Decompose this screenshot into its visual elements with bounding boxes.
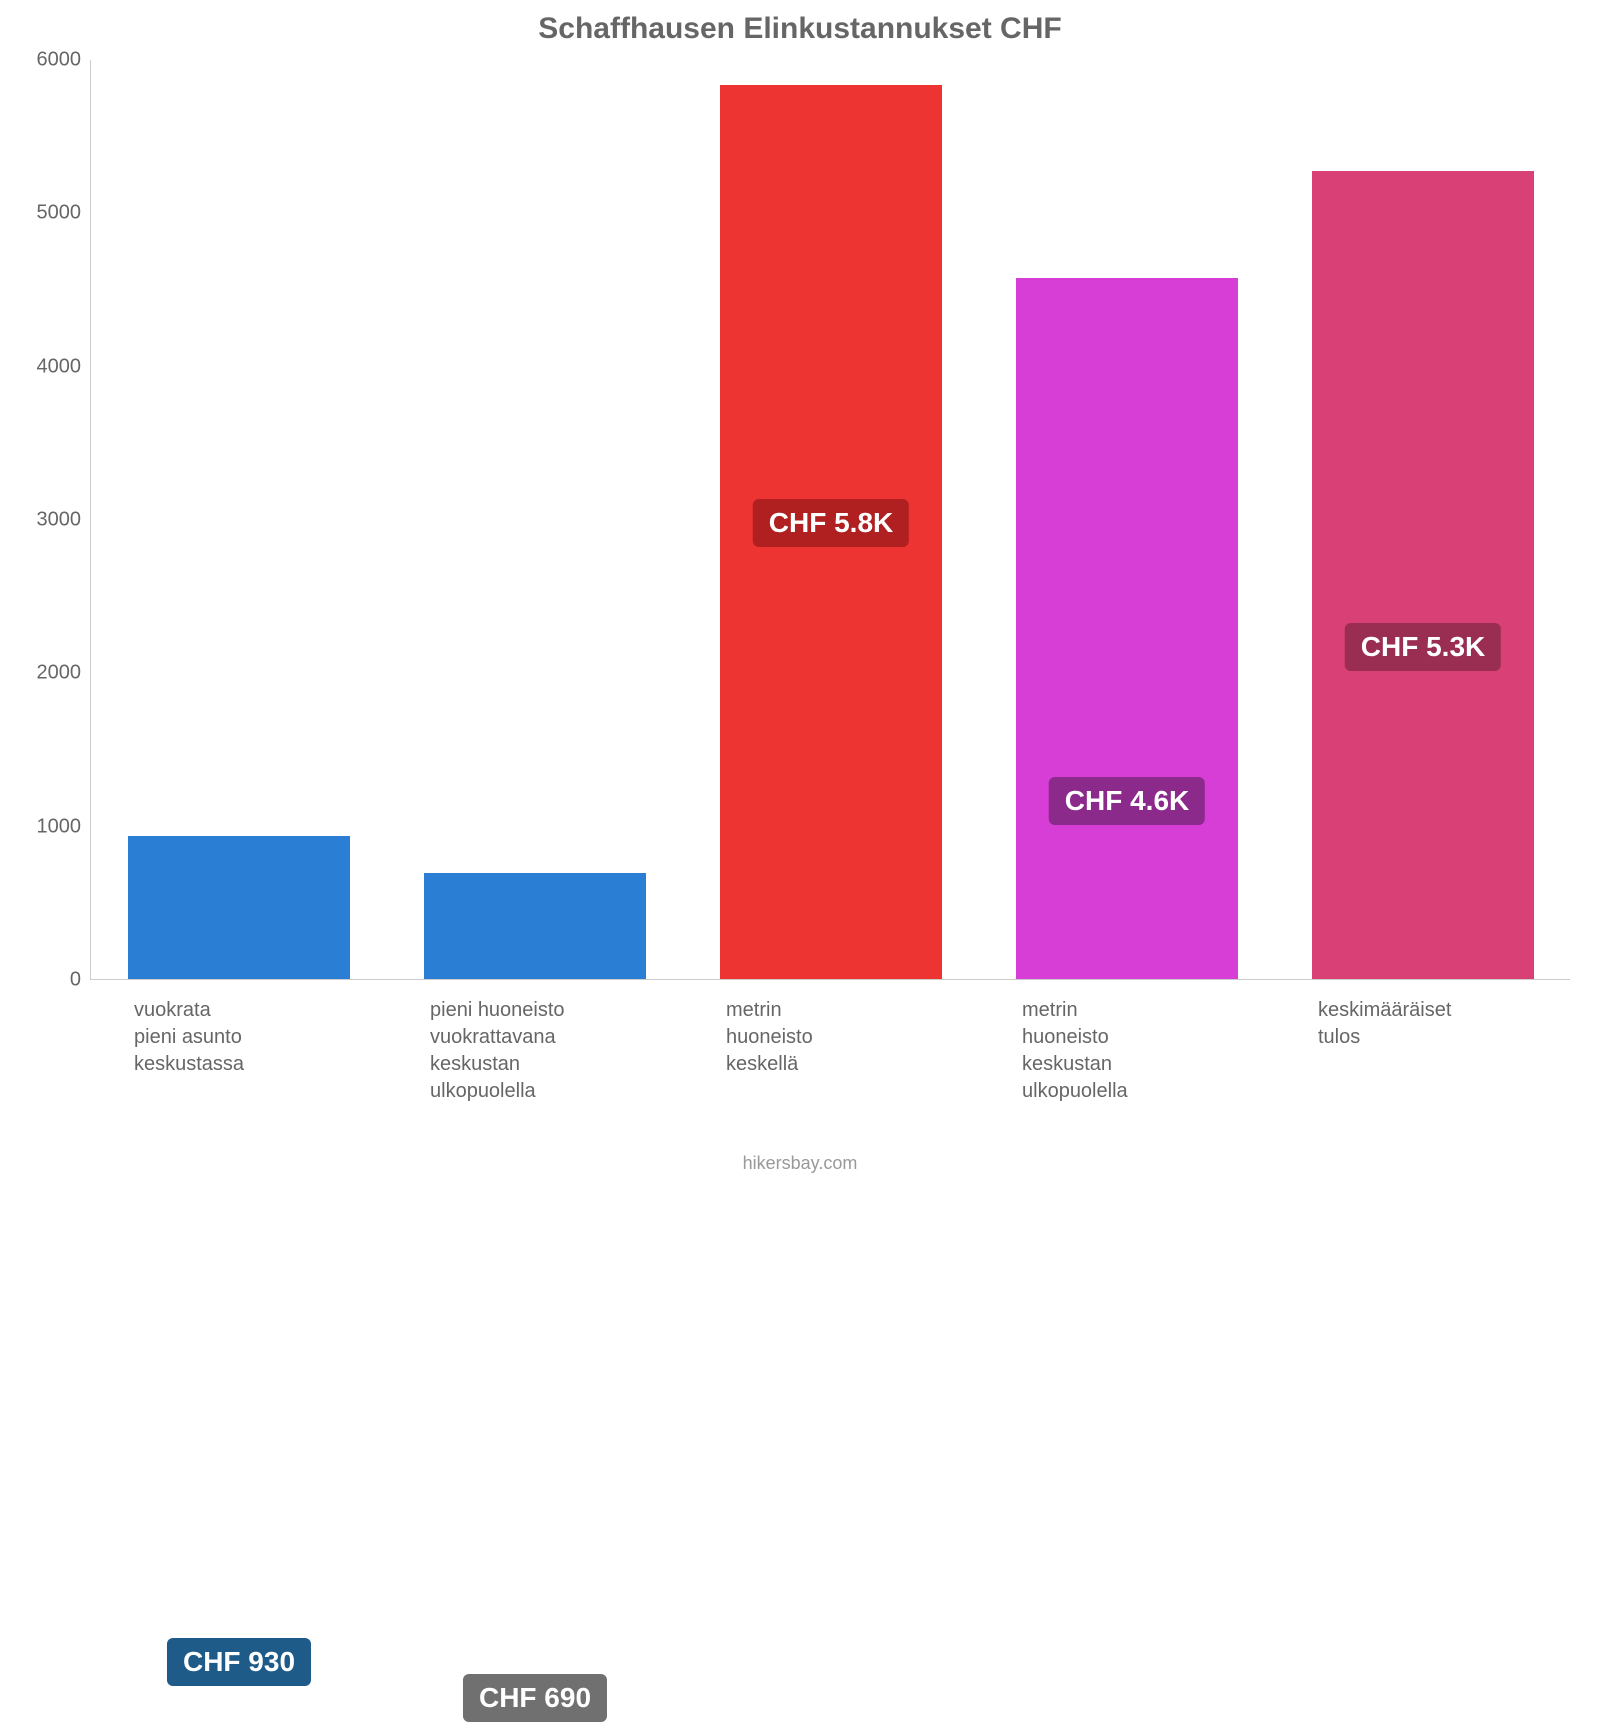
value-badge: CHF 5.3K	[1345, 623, 1501, 671]
y-tick-label: 4000	[37, 355, 92, 378]
bar: CHF 5.3K	[1312, 171, 1534, 979]
x-tick-label: keskimääräiset tulos	[1318, 979, 1540, 1051]
value-badge: CHF 930	[167, 1638, 311, 1686]
plot-area: 0100020003000400050006000CHF 930vuokrata…	[90, 60, 1570, 980]
x-tick-label: vuokrata pieni asunto keskustassa	[134, 979, 356, 1078]
y-tick-label: 6000	[37, 49, 92, 72]
value-badge: CHF 690	[463, 1674, 607, 1722]
chart-container: Schaffhausen Elinkustannukset CHF 010002…	[0, 0, 1600, 1200]
value-badge: CHF 4.6K	[1049, 777, 1205, 825]
x-tick-label: metrin huoneisto keskellä	[726, 979, 948, 1078]
bar: CHF 4.6K	[1016, 278, 1238, 979]
value-badge: CHF 5.8K	[753, 499, 909, 547]
bar: CHF 930	[128, 836, 350, 979]
y-tick-label: 1000	[37, 815, 92, 838]
x-tick-label: metrin huoneisto keskustan ulkopuolella	[1022, 979, 1244, 1105]
y-tick-label: 3000	[37, 509, 92, 532]
bar: CHF 690	[424, 873, 646, 979]
chart-title: Schaffhausen Elinkustannukset CHF	[0, 12, 1600, 46]
y-tick-label: 0	[70, 969, 91, 992]
y-tick-label: 2000	[37, 662, 92, 685]
y-tick-label: 5000	[37, 202, 92, 225]
bar: CHF 5.8K	[720, 85, 942, 979]
x-tick-label: pieni huoneisto vuokrattavana keskustan …	[430, 979, 652, 1105]
attribution-text: hikersbay.com	[0, 1153, 1600, 1174]
